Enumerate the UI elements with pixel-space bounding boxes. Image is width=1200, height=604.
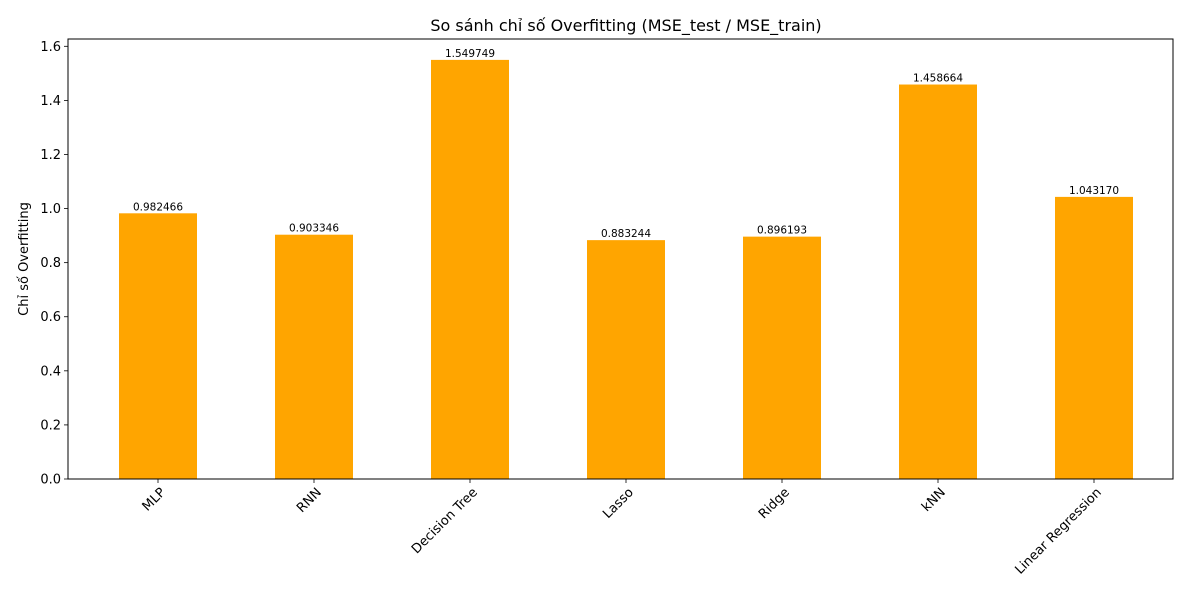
x-tick-label: RNN — [294, 485, 325, 516]
y-tick-label: 1.4 — [40, 94, 61, 109]
y-tick-label: 0.2 — [40, 418, 61, 433]
bar-rnn — [275, 234, 353, 479]
bar-knn — [899, 84, 977, 480]
value-labels-layer: 0.982466 0.903346 1.549749 0.883244 0.896193… — [133, 48, 1119, 240]
x-tick-label: MLP — [140, 485, 169, 514]
x-tick-label: kNN — [919, 485, 949, 515]
y-tick-label: 1.0 — [40, 202, 61, 217]
y-axis-label: Chỉ số Overfitting — [17, 202, 32, 316]
bar-value-label: 0.883244 — [601, 228, 651, 240]
y-tick-label: 0.8 — [40, 256, 61, 271]
bar-value-label: 0.903346 — [289, 223, 339, 235]
x-ticks-layer: MLP RNN Decision Tree Lasso Ridge kNN Linear R… — [140, 479, 1105, 578]
axes-layer — [67, 38, 1174, 480]
bar-mlp — [119, 213, 197, 479]
chart-title: So sánh chỉ số Overfitting (MSE_test / M… — [430, 16, 821, 36]
x-tick-label: Lasso — [600, 485, 637, 522]
bars-layer — [119, 59, 1133, 480]
y-ticks-layer: 0.0 0.2 0.4 0.6 0.8 1.0 1.2 1.4 1.6 — [40, 40, 68, 488]
plot-frame — [67, 38, 1174, 480]
y-tick-label: 1.2 — [40, 148, 61, 163]
y-tick-label: 0.6 — [40, 310, 61, 325]
bar-ridge — [743, 236, 821, 479]
y-tick-label: 0.4 — [40, 364, 61, 379]
y-tick-label: 1.6 — [40, 40, 61, 55]
bar-value-label: 0.896193 — [757, 225, 807, 237]
bar-linear-regression — [1055, 196, 1133, 480]
bar-lasso — [587, 240, 665, 479]
bar-decision-tree — [431, 59, 509, 479]
bar-value-label: 1.458664 — [913, 73, 963, 85]
bar-value-label: 0.982466 — [133, 201, 183, 213]
x-tick-label: Ridge — [756, 485, 793, 522]
y-tick-label: 0.0 — [40, 473, 61, 488]
x-tick-label: Decision Tree — [409, 485, 481, 557]
bar-value-label: 1.043170 — [1069, 185, 1119, 197]
x-tick-label: Linear Regression — [1012, 485, 1104, 577]
bar-value-label: 1.549749 — [445, 48, 495, 60]
